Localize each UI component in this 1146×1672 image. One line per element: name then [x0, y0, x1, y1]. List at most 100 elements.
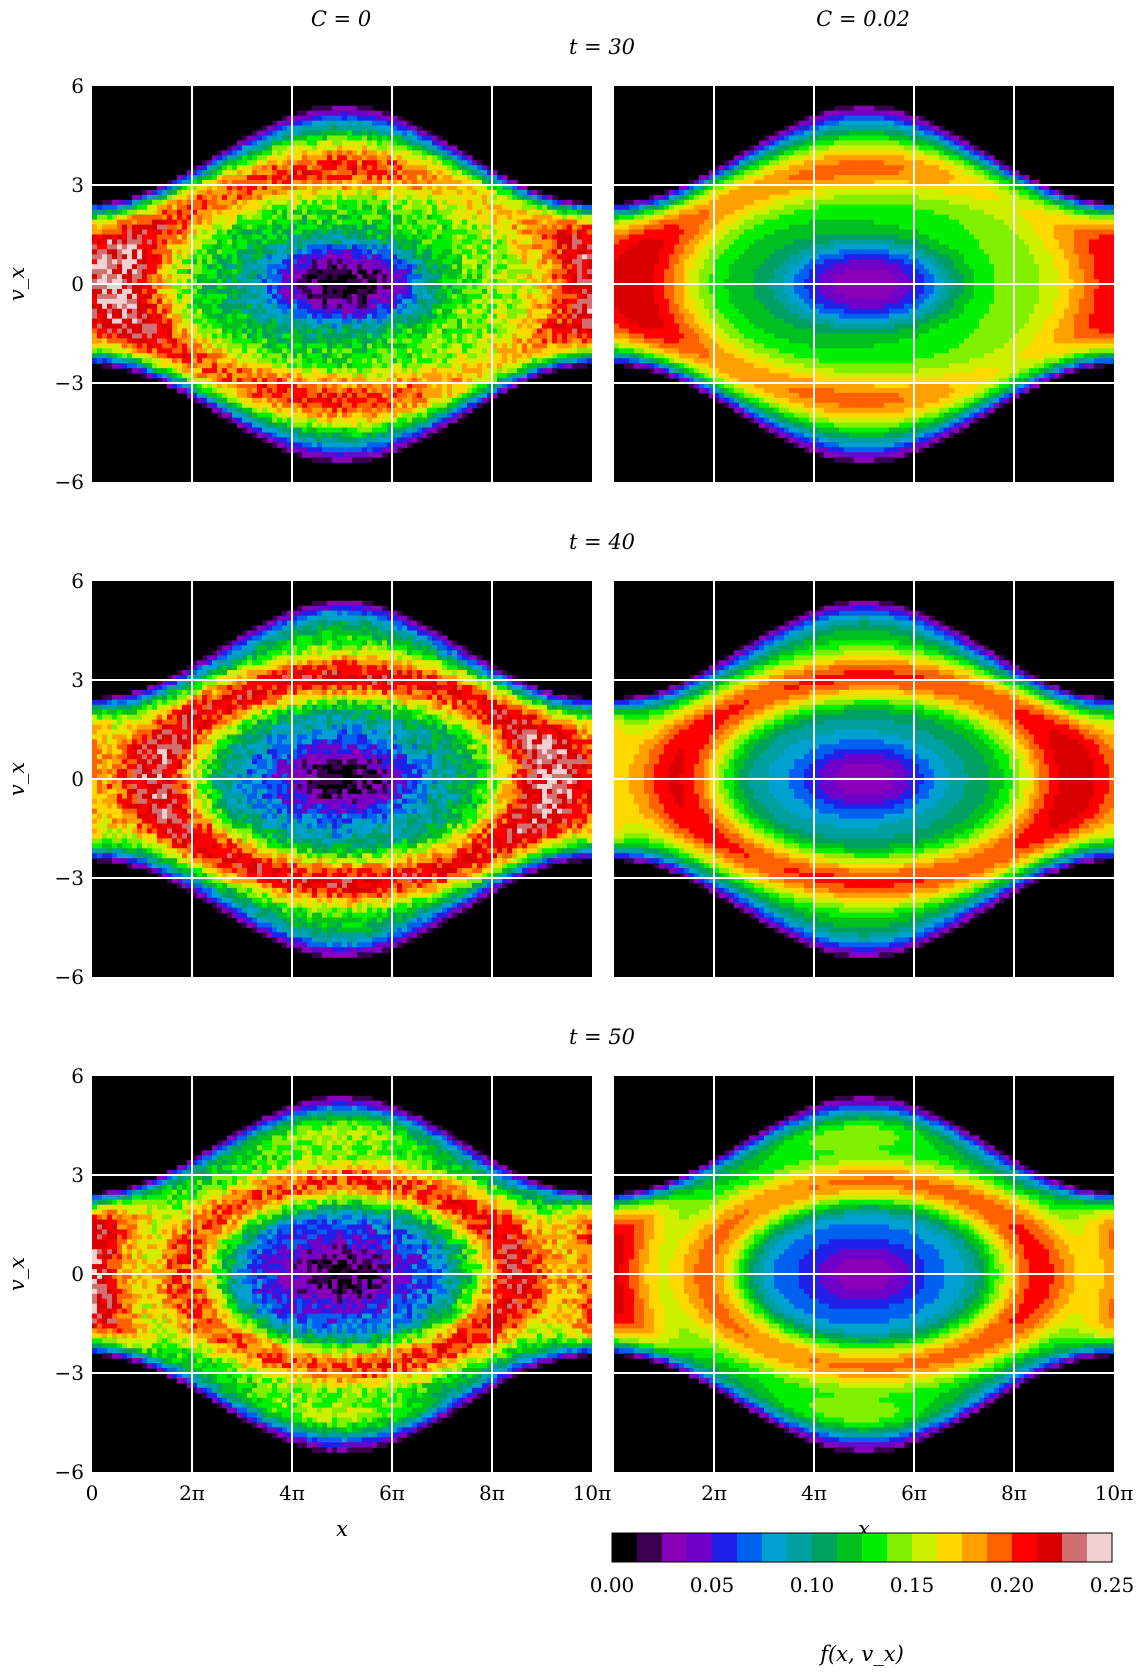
heatmap-cell — [232, 328, 238, 335]
heatmap-cell — [507, 303, 513, 310]
heatmap-cell — [362, 115, 368, 122]
heatmap-cell — [452, 214, 458, 221]
heatmap-cell — [112, 333, 118, 340]
heatmap-cell — [542, 348, 548, 354]
heatmap-cell — [282, 417, 288, 424]
heatmap-cell — [357, 185, 363, 191]
heatmap-cell — [402, 160, 408, 166]
heatmap-cell — [247, 189, 253, 196]
heatmap-cell — [352, 269, 358, 275]
heatmap-cell — [552, 254, 558, 260]
heatmap-cell — [367, 160, 373, 166]
heatmap-cell — [307, 269, 313, 275]
heatmap-cell — [372, 185, 378, 191]
heatmap-cell — [417, 313, 423, 320]
heatmap-cell — [562, 293, 568, 300]
heatmap-cell — [582, 303, 588, 310]
heatmap-cell — [567, 338, 573, 344]
heatmap-cell — [212, 194, 218, 201]
heatmap-cell — [247, 323, 253, 330]
heatmap-cell — [387, 234, 393, 241]
heatmap-cell — [417, 358, 423, 364]
heatmap-cell — [532, 214, 538, 221]
heatmap-cell — [447, 338, 453, 344]
heatmap-cell — [202, 194, 208, 201]
heatmap-cell — [547, 338, 553, 344]
heatmap-cell — [377, 417, 383, 424]
heatmap-cell — [412, 160, 418, 166]
heatmap-cell — [272, 407, 278, 414]
heatmap-cell — [217, 194, 223, 201]
heatmap-cell — [252, 130, 258, 137]
heatmap-cell — [267, 199, 273, 206]
heatmap-cell — [312, 150, 318, 156]
heatmap-cell — [397, 392, 403, 399]
heatmap-cell — [207, 343, 213, 349]
heatmap-cell — [582, 219, 588, 226]
heatmap-cell — [462, 279, 468, 285]
heatmap-cell — [217, 249, 223, 255]
heatmap-cell — [167, 224, 173, 231]
heatmap-cell — [447, 353, 453, 359]
heatmap-cell — [462, 402, 468, 409]
heatmap-cell — [232, 343, 238, 349]
heatmap-cell — [102, 279, 108, 285]
heatmap-cell — [497, 318, 503, 325]
heatmap-cell — [357, 209, 363, 216]
heatmap-cell — [317, 373, 323, 379]
heatmap-cell — [572, 333, 578, 340]
heatmap-cell — [262, 338, 268, 344]
heatmap-cell — [212, 284, 218, 290]
heatmap-cell — [312, 110, 318, 117]
heatmap-cell — [162, 254, 168, 260]
heatmap-cell — [207, 368, 213, 374]
heatmap-cell — [217, 274, 223, 280]
heatmap-cell — [417, 234, 423, 241]
heatmap-cell — [362, 383, 368, 389]
heatmap-cell — [332, 353, 338, 359]
heatmap-cell — [432, 338, 438, 344]
heatmap-cell — [412, 417, 418, 424]
heatmap-cell — [317, 284, 323, 290]
heatmap-cell — [292, 298, 298, 305]
heatmap-cell — [267, 417, 273, 424]
heatmap-cell — [467, 229, 473, 236]
heatmap-cell — [247, 155, 253, 161]
heatmap-cell — [352, 318, 358, 325]
heatmap-cell — [167, 338, 173, 344]
heatmap-cell — [337, 269, 343, 275]
heatmap-cell — [347, 323, 353, 330]
heatmap-cell — [527, 279, 533, 285]
heatmap-cell — [537, 214, 543, 221]
heatmap-cell — [532, 244, 538, 250]
heatmap-cell — [587, 269, 592, 275]
heatmap-cell — [487, 387, 493, 394]
heatmap-cell — [392, 244, 398, 250]
heatmap-cell — [322, 412, 328, 419]
heatmap-cell — [577, 279, 583, 285]
heatmap-cell — [152, 264, 158, 270]
heatmap-cell — [342, 269, 348, 275]
heatmap-cell — [442, 249, 448, 255]
heatmap-cell — [152, 279, 158, 285]
heatmap-cell — [377, 303, 383, 310]
heatmap-cell — [292, 387, 298, 394]
heatmap-cell — [477, 308, 483, 315]
heatmap-cell — [227, 323, 233, 330]
heatmap-cell — [312, 224, 318, 231]
heatmap-cell — [147, 373, 153, 379]
heatmap-cell — [407, 368, 413, 374]
heatmap-cell — [337, 160, 343, 166]
heatmap-cell — [207, 392, 213, 399]
heatmap-cell — [177, 343, 183, 349]
heatmap-cell — [342, 165, 348, 171]
heatmap-cell — [412, 189, 418, 196]
heatmap-cell — [292, 402, 298, 409]
heatmap-cell — [387, 264, 393, 270]
heatmap-cell — [367, 293, 373, 300]
heatmap-cell — [372, 249, 378, 255]
heatmap-cell — [272, 308, 278, 315]
heatmap-cell — [552, 214, 558, 221]
heatmap-cell — [502, 298, 508, 305]
heatmap-cell — [482, 170, 488, 176]
